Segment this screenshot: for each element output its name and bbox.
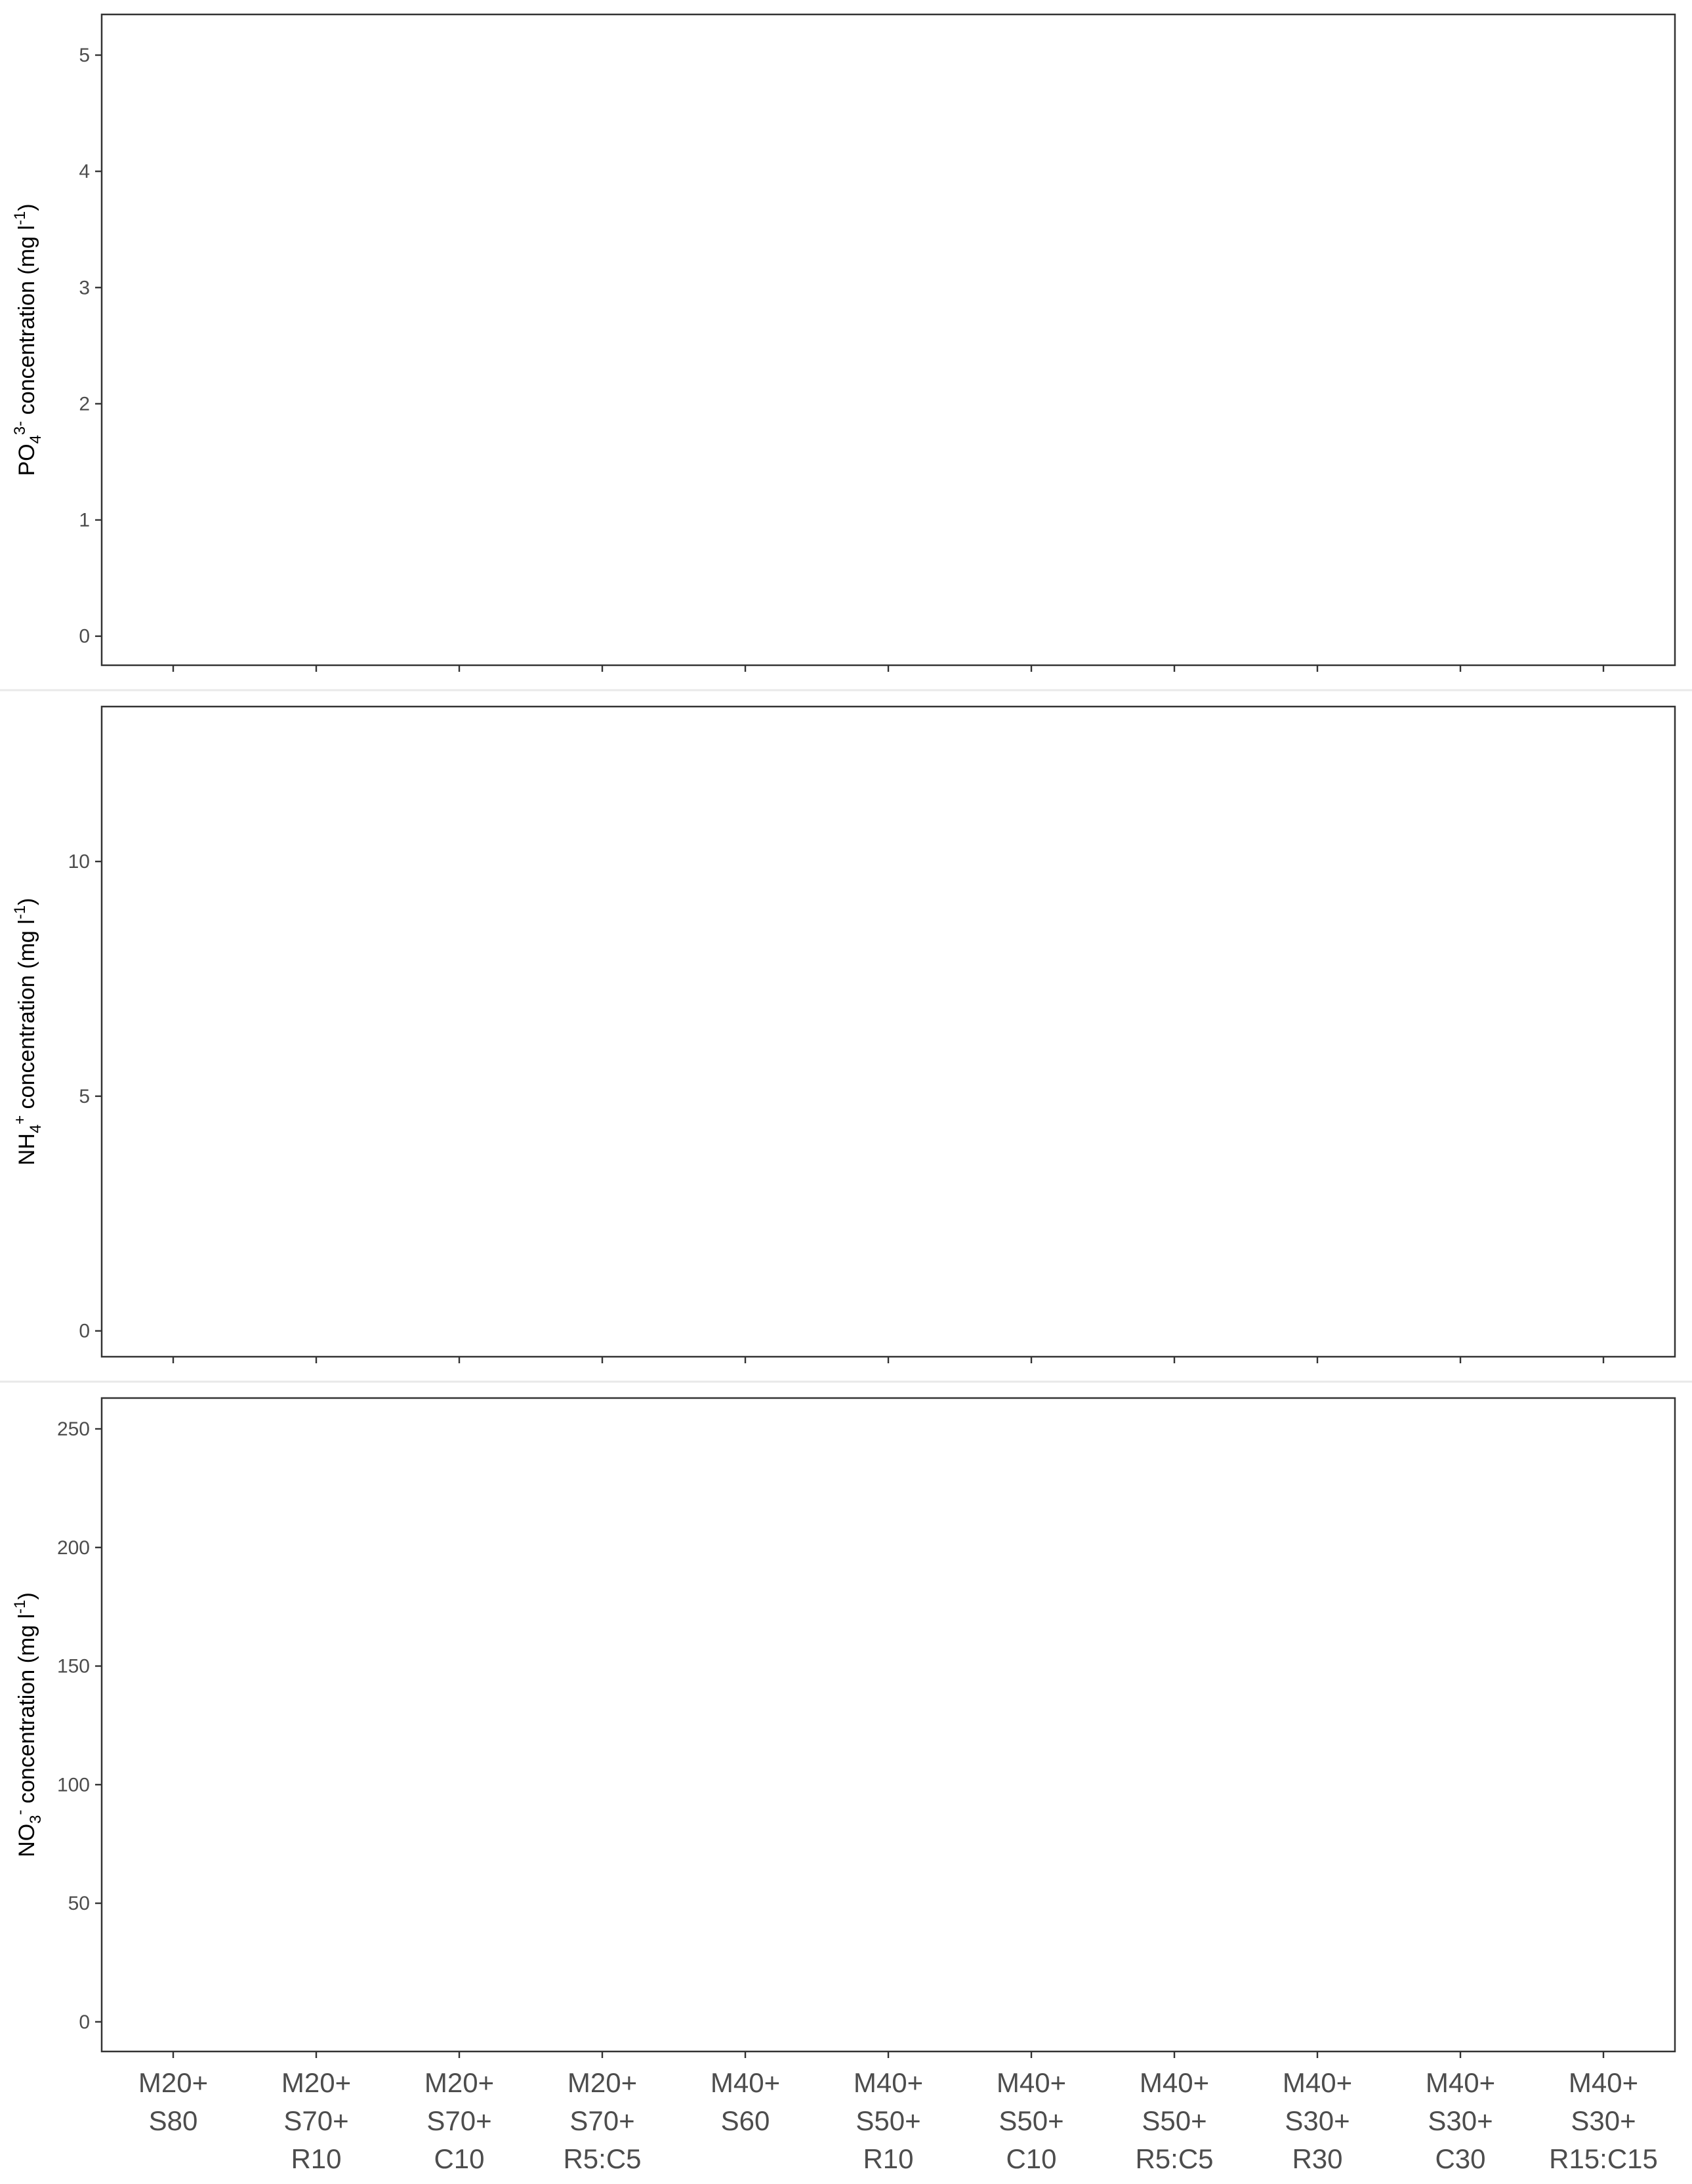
po4-y-tick-label: 3: [79, 277, 90, 299]
x-label-m20-s80: M20+ S80: [138, 2067, 208, 2136]
po4-y-tick-label: 2: [79, 393, 90, 415]
no3-panel: 050100150200250ababbababaabaaababNO3- co…: [11, 1397, 1676, 2058]
no3-y-tick-label: 100: [57, 1774, 90, 1796]
x-label-m40-s30-r15-c15: M40+ S30+ R15:C15: [1549, 2067, 1658, 2174]
x-label-m20-s70-r5-c5: M20+ S70+ R5:C5: [563, 2067, 641, 2174]
nh4-y-tick-label: 0: [79, 1321, 90, 1342]
x-label-m40-s50-r10: M40+ S50+ R10: [854, 2067, 923, 2174]
no3-y-tick-label: 0: [79, 2011, 90, 2033]
no3-y-tick-label: 150: [57, 1656, 90, 1678]
x-label-m20-s70-r10: M20+ S70+ R10: [281, 2067, 351, 2174]
po4-y-tick-label: 4: [79, 161, 90, 182]
po4-y-tick-label: 0: [79, 626, 90, 648]
nh4-y-tick-label: 10: [68, 851, 90, 873]
x-label-m40-s50-c10: M40+ S50+ C10: [997, 2067, 1066, 2174]
po4-y-axis-title: PO43- concentration (mg l-1): [11, 203, 45, 476]
x-axis: M20+ S80 M20+ S70+ R10 M20+ S70+ C10 M20+ S70+ R5:…: [138, 2067, 1658, 2174]
no3-panel-border: [100, 1397, 1676, 2053]
po4-panel-border: [100, 13, 1676, 667]
po4-panel: 012345cdefcddefabcdefabcefadefPO43- conc…: [11, 13, 1676, 672]
po4-y-tick-label: 1: [79, 510, 90, 531]
nh4-panel-border: [100, 705, 1676, 1358]
no3-y-tick-label: 50: [68, 1893, 90, 1914]
x-label-m40-s30-c30: M40+ S30+ C30: [1426, 2067, 1495, 2174]
nh4-y-axis-title: NH4+ concentration (mg l-1): [11, 898, 45, 1166]
no3-y-axis-title: NO3- concentration (mg l-1): [11, 1592, 45, 1857]
x-label-m40-s30-r30: M40+ S30+ R30: [1283, 2067, 1352, 2174]
x-label-m20-s70-c10: M20+ S70+ C10: [424, 2067, 494, 2174]
nh4-y-tick-label: 5: [79, 1086, 90, 1107]
x-label-m40-s50-r5-c5: M40+ S50+ R5:C5: [1135, 2067, 1213, 2174]
no3-y-tick-label: 250: [57, 1418, 90, 1440]
no3-y-tick-label: 200: [57, 1537, 90, 1559]
po4-y-tick-label: 5: [79, 45, 90, 66]
x-label-m40-s60: M40+ S60: [711, 2067, 780, 2136]
nh4-panel: 0510bccbcbcababcaaaaaNH4+ concentration …: [11, 705, 1676, 1363]
